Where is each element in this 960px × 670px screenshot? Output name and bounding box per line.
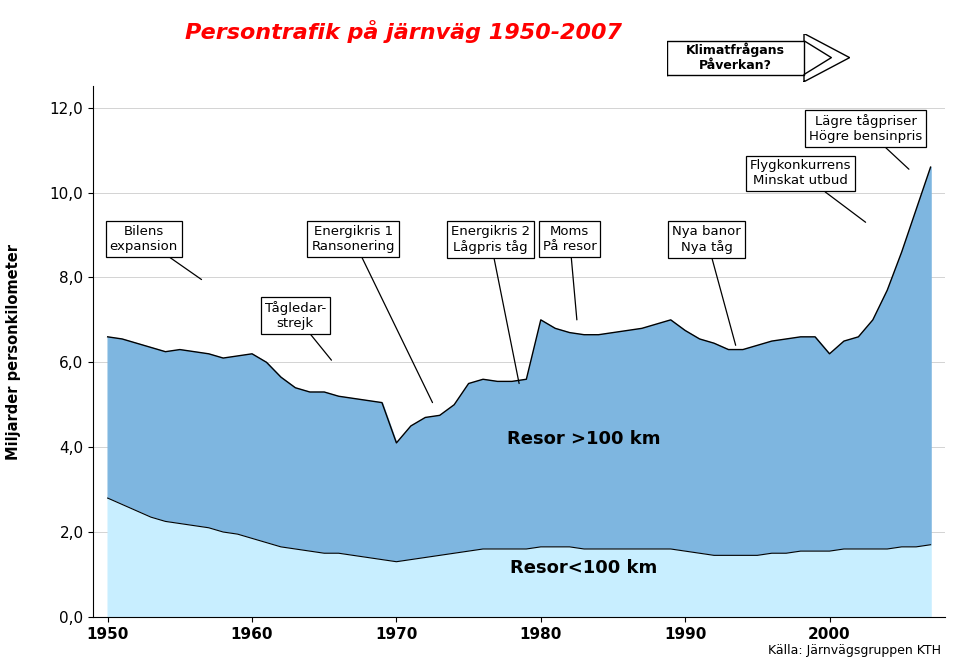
Y-axis label: Miljarder personkilometer: Miljarder personkilometer	[6, 244, 21, 460]
Text: Lägre tågpriser
Högre bensinpris: Lägre tågpriser Högre bensinpris	[809, 115, 923, 170]
Text: Energikris 2
Lågpris tåg: Energikris 2 Lågpris tåg	[450, 224, 530, 383]
Text: Källa: Järnvägsgruppen KTH: Källa: Järnvägsgruppen KTH	[768, 644, 941, 657]
Text: Nya banor
Nya tåg: Nya banor Nya tåg	[672, 224, 741, 345]
Text: Flygkonkurrens
Minskat utbud: Flygkonkurrens Minskat utbud	[750, 159, 866, 222]
Text: Resor<100 km: Resor<100 km	[511, 559, 658, 577]
Text: Moms
På resor: Moms På resor	[542, 225, 596, 320]
Text: Persontrafik på järnväg 1950-2007: Persontrafik på järnväg 1950-2007	[184, 20, 622, 43]
Text: Bilens
expansion: Bilens expansion	[109, 225, 202, 279]
Text: Klimatfrågans
Påverkan?: Klimatfrågans Påverkan?	[686, 43, 785, 72]
Text: Resor >100 km: Resor >100 km	[507, 429, 660, 448]
Text: Energikris 1
Ransonering: Energikris 1 Ransonering	[311, 225, 433, 403]
Text: Tågledar-
strejk: Tågledar- strejk	[265, 301, 331, 360]
